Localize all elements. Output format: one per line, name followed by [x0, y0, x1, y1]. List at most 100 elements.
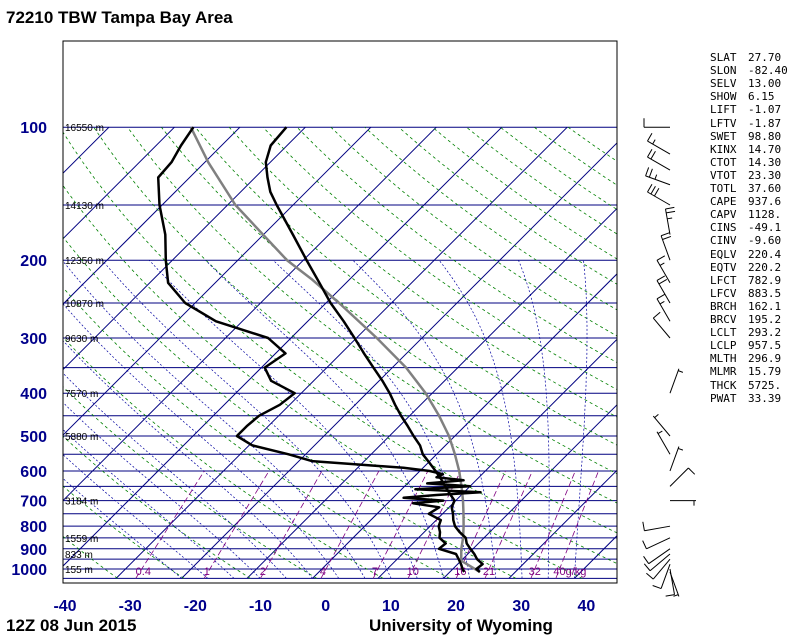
index-value: 5725. — [748, 378, 782, 392]
moist-adiabat — [63, 402, 261, 579]
pressure-tick-label: 1000 — [11, 562, 47, 579]
plot-frame — [62, 40, 618, 584]
index-row: SELV 13.00 — [710, 77, 781, 90]
index-name: SWET — [710, 129, 737, 143]
x-tick-label: 10 — [382, 598, 400, 615]
index-name: MLTH — [710, 352, 737, 366]
index-row: BRCV 195.2 — [710, 313, 781, 326]
wind-barb — [670, 500, 696, 506]
height-label: 3184 m — [65, 497, 98, 508]
moist-adiabat — [352, 259, 497, 579]
mixing-ratio-line — [484, 470, 533, 579]
height-label: 7570 m — [65, 389, 98, 400]
wind-barb — [652, 311, 671, 339]
wind-barb — [664, 206, 676, 235]
mixing-ratio-line — [530, 470, 576, 579]
index-value: 195.2 — [748, 313, 782, 326]
dry-adiabat — [63, 236, 517, 579]
index-row: CINS -49.1 — [710, 221, 781, 234]
index-name: VTOT — [710, 168, 737, 182]
isotherm-line — [63, 126, 372, 436]
credit-label: University of Wyoming — [369, 616, 553, 635]
index-value: 296.9 — [748, 352, 782, 366]
index-name: SLAT — [710, 51, 737, 64]
index-value: 957.5 — [748, 339, 782, 353]
isotherm-line — [63, 126, 306, 371]
index-value: 27.70 — [748, 51, 782, 64]
dry-adiabat — [93, 126, 617, 534]
index-row: EQLV 220.4 — [710, 248, 781, 261]
height-label: 14130 m — [65, 201, 104, 212]
mixing-ratio-label: 32 — [529, 566, 541, 578]
dry-adiabat — [63, 184, 583, 579]
wind-barb — [652, 563, 671, 590]
wind-barb — [656, 275, 671, 304]
index-value: 15.79 — [748, 365, 782, 379]
pressure-tick-label: 300 — [20, 331, 47, 348]
wind-barb — [647, 132, 671, 155]
index-name: SELV — [710, 77, 737, 91]
index-row: CTOT 14.30 — [710, 156, 781, 169]
isotherm-line — [443, 404, 617, 579]
mixing-ratio-label: 21 — [483, 566, 495, 578]
x-tick-label: 20 — [447, 598, 465, 615]
wind-barb — [656, 293, 671, 322]
index-row: VTOT 23.30 — [710, 169, 781, 182]
mixing-ratio-line — [407, 470, 461, 579]
temperature-profile-line — [264, 126, 484, 573]
index-value: -49.1 — [748, 221, 782, 235]
dry-adiabat — [63, 386, 317, 579]
index-row: MLMR 15.79 — [710, 365, 781, 378]
pressure-tick-label: 400 — [20, 386, 47, 403]
mixing-ratio-label: 4 — [320, 566, 326, 578]
moist-adiabat — [63, 260, 366, 579]
index-name: LFCV — [710, 286, 737, 300]
index-row: LCLT 293.2 — [710, 326, 781, 339]
index-name: LFCT — [710, 273, 737, 287]
index-value: 220.4 — [748, 247, 782, 261]
index-row: CAPV 1128. — [710, 208, 781, 221]
index-name: BRCV — [710, 313, 737, 326]
mixing-ratio-line — [555, 470, 599, 579]
index-row: CINV -9.60 — [710, 234, 781, 247]
mixing-ratio-line — [320, 470, 380, 579]
moist-adiabat — [63, 303, 340, 579]
index-name: MLMR — [710, 365, 737, 379]
index-name: SHOW — [710, 90, 737, 104]
index-row: LIFT -1.07 — [710, 103, 781, 116]
index-name: THCK — [710, 378, 737, 392]
moist-adiabat — [272, 259, 470, 579]
chart-title: 72210 TBW Tampa Bay Area — [6, 8, 233, 27]
pressure-tick-label: 200 — [20, 253, 47, 270]
index-value: 14.30 — [748, 155, 782, 169]
wind-barb — [643, 118, 670, 128]
pressure-tick-label: 100 — [20, 120, 47, 137]
dry-adiabat — [63, 336, 384, 579]
index-value: -9.60 — [748, 234, 782, 248]
index-value: 98.80 — [748, 129, 782, 143]
index-row: SHOW 6.15 — [710, 90, 775, 103]
isotherm-line — [508, 469, 617, 579]
index-row: SLAT 27.70 — [710, 51, 781, 64]
mixing-ratio-label: 40g/kg — [553, 566, 586, 578]
index-value: 937.6 — [748, 195, 782, 209]
wind-barb — [647, 183, 671, 206]
index-name: CAPV — [710, 208, 737, 222]
mixing-ratio-label: 7 — [372, 566, 378, 578]
index-row: PWAT 33.39 — [710, 392, 781, 405]
height-label: 9630 m — [65, 334, 98, 345]
index-name: CTOT — [710, 155, 737, 169]
moist-adiabat — [205, 259, 444, 579]
height-label: 155 m — [65, 565, 93, 576]
isotherm-line — [63, 126, 437, 502]
mixing-ratio-line — [260, 470, 323, 579]
pressure-tick-label: 900 — [20, 542, 47, 559]
mixing-ratio-line — [455, 470, 506, 579]
index-row: LFTV -1.87 — [710, 117, 781, 130]
index-value: 6.15 — [748, 90, 775, 104]
moist-adiabat — [518, 260, 550, 579]
sounding-time: 12Z 08 Jun 2015 — [6, 616, 137, 635]
height-label: 16550 m — [65, 123, 104, 134]
wind-barbs — [642, 118, 696, 597]
wind-barb — [660, 232, 672, 261]
